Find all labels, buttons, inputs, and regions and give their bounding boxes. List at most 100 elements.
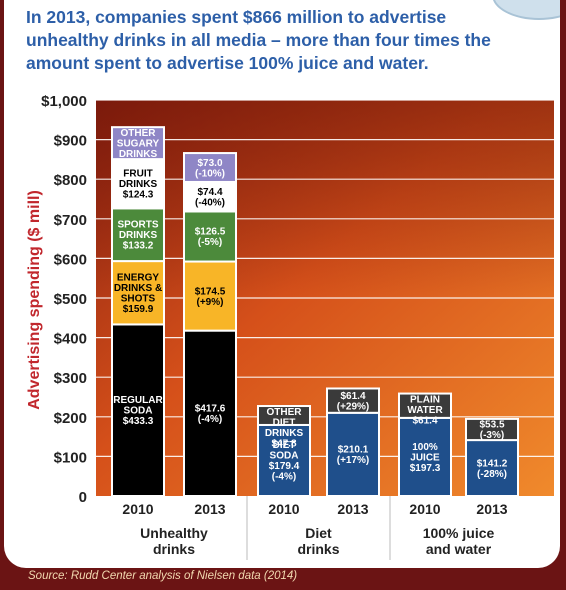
x-tick-label: 2010 bbox=[409, 501, 440, 517]
bar-segment-label: OTHER DIET DRINKS $47.8 bbox=[265, 407, 304, 450]
y-tick-label: $600 bbox=[54, 251, 87, 268]
bar-segment bbox=[183, 210, 237, 263]
y-tick-label: 0 bbox=[79, 489, 87, 506]
bar-segment bbox=[257, 405, 311, 426]
bar-segment bbox=[398, 392, 452, 419]
bar-segment-label-line: $61.4 bbox=[340, 391, 365, 402]
source-note: Source: Rudd Center analysis of Nielsen … bbox=[28, 570, 298, 582]
bar-segment-label: $53.5 (-3%) bbox=[479, 420, 504, 442]
bar-segment-label-line: $73.0 bbox=[197, 158, 222, 169]
y-tick-label: $100 bbox=[54, 449, 87, 466]
bar-segment-label-line: (-28%) bbox=[477, 469, 507, 480]
bar-segment-label-line: $61.4 bbox=[412, 416, 437, 427]
bar-segment bbox=[398, 416, 452, 497]
bar-segment-label-line: DRINKS bbox=[119, 149, 158, 160]
bar-segment-label-line: FRUIT bbox=[123, 169, 152, 180]
chart-title: In 2013, companies spent $866 million to… bbox=[26, 7, 491, 73]
bar-segment-label: PLAIN WATER $61.4 bbox=[407, 395, 443, 427]
bar-segment bbox=[111, 323, 165, 498]
bar-segment bbox=[465, 417, 519, 442]
stacked-bar-chart: 0 $100 $200 $300 $400 $500 $600 $700 $800 $900 $1,… bbox=[26, 93, 554, 560]
bar-segment-label-line: $174.5 bbox=[195, 286, 226, 297]
y-tick-label: $300 bbox=[54, 370, 87, 387]
bar-segment bbox=[111, 207, 165, 263]
bar-segment-label-line: SUGARY bbox=[117, 139, 160, 150]
x-tick-label: 2013 bbox=[476, 501, 507, 517]
bar-segment-label-line: $159.9 bbox=[123, 304, 154, 315]
bar-segment-label-line: (-4%) bbox=[198, 414, 222, 425]
bar-segment bbox=[257, 423, 311, 498]
bar-segment-label-line: $80.7 bbox=[125, 160, 150, 171]
bar-segment-label: ENERGY DRINKS & SHOTS $159.9 bbox=[114, 273, 162, 316]
bar-segment-label-line: SHOTS bbox=[121, 294, 156, 305]
bar-segment-label-line: SODA bbox=[270, 451, 299, 462]
group-label: 100% juice bbox=[423, 525, 495, 541]
bar-segment-label: 100% JUICE $197.3 bbox=[410, 442, 441, 474]
bar-segment-label-line: $179.4 bbox=[269, 461, 300, 472]
group-label: drinks bbox=[297, 541, 339, 557]
bar-segment-label-line: DRINKS bbox=[119, 179, 158, 190]
bar-segment-label: REGULAR SODA $433.3 bbox=[113, 395, 163, 427]
bar-segment bbox=[465, 439, 519, 498]
bar-segment-label-line: (-3%) bbox=[480, 430, 504, 441]
bar-segment-label-line: $433.3 bbox=[123, 416, 154, 427]
bar-segment-label-line: $47.8 bbox=[271, 439, 296, 450]
bar-segment bbox=[111, 126, 165, 161]
bar-segment-label-line: $126.5 bbox=[195, 227, 226, 238]
bar-segment-label-line: DRINKS bbox=[119, 230, 158, 241]
bar-segment-label: DIET SODA $179.4 (-4%) bbox=[269, 440, 300, 483]
x-tick-label: 2010 bbox=[122, 501, 153, 517]
group-label: Diet bbox=[305, 525, 332, 541]
y-tick-label: $1,000 bbox=[41, 93, 87, 110]
chart-card: In 2013, companies spent $866 million to… bbox=[4, 0, 560, 568]
bar-segment-label: $141.2 (-28%) bbox=[477, 458, 508, 480]
bar-segment-label-line: $74.4 bbox=[197, 187, 222, 198]
bar-segment-label-line: (+29%) bbox=[337, 401, 370, 412]
bar-segment-label-line: (-10%) bbox=[195, 168, 225, 179]
bar-segment bbox=[183, 152, 237, 183]
bar-segment bbox=[111, 260, 165, 326]
bar-segment bbox=[183, 329, 237, 497]
bar-segment bbox=[183, 260, 237, 332]
group-label: Unhealthy bbox=[140, 525, 208, 541]
y-tick-label: $700 bbox=[54, 212, 87, 229]
y-axis-label: Advertising spending ($ mill) bbox=[26, 190, 43, 410]
bar-segment-label-line: ENERGY bbox=[117, 273, 160, 284]
bar-segment-label: $174.5 (+9%) bbox=[195, 286, 226, 308]
bar-segment-label: FRUIT DRINKS $124.3 bbox=[119, 169, 158, 201]
bar-segment-label-line: $133.2 bbox=[123, 241, 154, 252]
bar-segment-label-line: DIET bbox=[273, 440, 296, 451]
bar-segment-label-line: OTHER bbox=[121, 128, 157, 139]
bar-segment bbox=[183, 180, 237, 213]
group-label: and water bbox=[426, 541, 492, 557]
y-tick-label: $900 bbox=[54, 133, 87, 150]
x-tick-label: 2013 bbox=[194, 501, 225, 517]
bar-segment-label-line: DRINKS bbox=[265, 428, 304, 439]
y-tick-label: $400 bbox=[54, 331, 87, 348]
bar-segment bbox=[326, 387, 380, 414]
bar-segment-label-line: SODA bbox=[124, 406, 153, 417]
bar-segment-label: OTHER SUGARY DRINKS $80.7 bbox=[117, 128, 160, 171]
y-tick-label: $500 bbox=[54, 291, 87, 308]
bar-segment bbox=[326, 411, 380, 498]
bar-segment-label: $73.0 (-10%) bbox=[195, 158, 225, 180]
bar-segment-label-line: $197.3 bbox=[410, 463, 441, 474]
bar-segment-label-line: $141.2 bbox=[477, 458, 508, 469]
y-tick-label: $800 bbox=[54, 172, 87, 189]
bar-segment-label-line: OTHER bbox=[267, 407, 303, 418]
bar-segment-label-line: (+9%) bbox=[197, 297, 224, 308]
bar-segment-label-line: 100% bbox=[412, 442, 438, 453]
bar-segment-label-line: (+17%) bbox=[337, 455, 370, 466]
bar-segment-label-line: DIET bbox=[273, 418, 296, 429]
bar-segment-label-line: (-40%) bbox=[195, 197, 225, 208]
bar-segment-label-line: (-4%) bbox=[272, 472, 296, 483]
bar-segment-label: $74.4 (-40%) bbox=[195, 187, 225, 209]
bar-segment-label-line: (-5%) bbox=[198, 237, 222, 248]
bar-segment-label-line: $124.3 bbox=[123, 190, 154, 201]
bar-segment-label: $126.5 (-5%) bbox=[195, 227, 226, 249]
bar-segment-label-line: DRINKS & bbox=[114, 283, 162, 294]
bar-segment-label-line: $53.5 bbox=[479, 420, 504, 431]
group-label: drinks bbox=[153, 541, 195, 557]
x-tick-label: 2013 bbox=[337, 501, 368, 517]
y-tick-label: $200 bbox=[54, 410, 87, 427]
